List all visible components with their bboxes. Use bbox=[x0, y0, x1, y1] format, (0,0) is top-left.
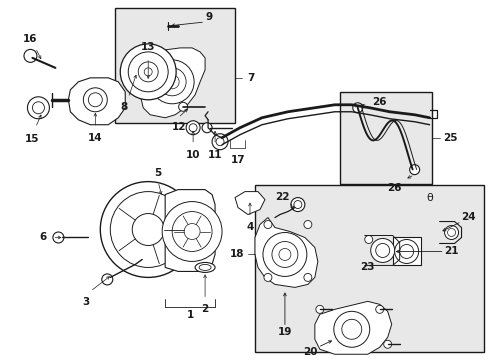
Circle shape bbox=[162, 202, 222, 261]
Text: 26: 26 bbox=[386, 183, 401, 193]
Circle shape bbox=[172, 212, 212, 252]
Text: 18: 18 bbox=[229, 249, 244, 260]
Text: 16: 16 bbox=[23, 34, 38, 44]
Circle shape bbox=[375, 243, 389, 257]
Text: 6: 6 bbox=[39, 233, 46, 243]
Circle shape bbox=[447, 229, 455, 237]
Polygon shape bbox=[68, 78, 125, 125]
Circle shape bbox=[383, 340, 391, 348]
Circle shape bbox=[352, 103, 362, 113]
Text: 19: 19 bbox=[277, 327, 291, 337]
Circle shape bbox=[303, 221, 311, 229]
Ellipse shape bbox=[128, 60, 146, 84]
Circle shape bbox=[293, 201, 301, 208]
Polygon shape bbox=[140, 48, 204, 118]
Circle shape bbox=[264, 274, 271, 282]
Text: 26: 26 bbox=[371, 97, 386, 107]
Text: 10: 10 bbox=[185, 150, 200, 160]
Circle shape bbox=[399, 244, 413, 258]
Circle shape bbox=[212, 134, 227, 150]
Text: 1: 1 bbox=[186, 310, 193, 320]
Circle shape bbox=[341, 319, 361, 339]
Ellipse shape bbox=[199, 265, 211, 270]
Circle shape bbox=[150, 60, 194, 104]
Circle shape bbox=[333, 311, 369, 347]
Text: 25: 25 bbox=[443, 133, 457, 143]
Circle shape bbox=[186, 121, 200, 135]
Circle shape bbox=[271, 242, 297, 267]
Circle shape bbox=[370, 238, 394, 262]
Text: 21: 21 bbox=[444, 247, 458, 256]
Circle shape bbox=[120, 44, 176, 100]
Circle shape bbox=[145, 65, 151, 71]
Text: 7: 7 bbox=[246, 73, 254, 83]
Circle shape bbox=[27, 97, 49, 119]
Circle shape bbox=[102, 274, 113, 285]
Text: 11: 11 bbox=[207, 150, 222, 160]
Circle shape bbox=[315, 305, 323, 313]
Circle shape bbox=[88, 93, 102, 107]
Circle shape bbox=[189, 124, 197, 132]
Text: 24: 24 bbox=[461, 212, 475, 221]
Circle shape bbox=[184, 224, 200, 239]
Polygon shape bbox=[314, 301, 391, 354]
Ellipse shape bbox=[195, 262, 215, 273]
Circle shape bbox=[409, 165, 419, 175]
Bar bbox=[115, 8, 235, 123]
Circle shape bbox=[144, 68, 152, 76]
Circle shape bbox=[202, 123, 212, 133]
Circle shape bbox=[165, 75, 179, 89]
Circle shape bbox=[110, 192, 186, 267]
Text: 14: 14 bbox=[88, 133, 102, 143]
Circle shape bbox=[24, 49, 37, 62]
Text: 9: 9 bbox=[204, 12, 212, 22]
Circle shape bbox=[444, 225, 458, 239]
Circle shape bbox=[364, 235, 372, 243]
Circle shape bbox=[142, 62, 154, 74]
Polygon shape bbox=[165, 190, 215, 271]
Circle shape bbox=[375, 305, 383, 313]
Ellipse shape bbox=[131, 63, 143, 80]
Circle shape bbox=[100, 181, 196, 278]
Text: 12: 12 bbox=[172, 122, 186, 132]
Circle shape bbox=[264, 221, 271, 229]
Text: θ: θ bbox=[426, 193, 432, 203]
Circle shape bbox=[303, 274, 311, 282]
Text: 20: 20 bbox=[303, 347, 317, 357]
Circle shape bbox=[216, 138, 224, 146]
Circle shape bbox=[178, 102, 187, 111]
Bar bbox=[339, 92, 431, 184]
Text: 15: 15 bbox=[25, 134, 40, 144]
Circle shape bbox=[32, 102, 44, 114]
Bar bbox=[392, 238, 420, 265]
Circle shape bbox=[53, 232, 64, 243]
Text: 13: 13 bbox=[141, 42, 155, 52]
Polygon shape bbox=[235, 192, 264, 215]
Text: 5: 5 bbox=[154, 168, 162, 177]
Text: 4: 4 bbox=[246, 221, 253, 231]
Circle shape bbox=[290, 198, 304, 212]
Circle shape bbox=[138, 62, 158, 82]
Text: 3: 3 bbox=[82, 297, 90, 307]
Circle shape bbox=[83, 88, 107, 112]
Text: 17: 17 bbox=[230, 155, 245, 165]
Circle shape bbox=[394, 239, 418, 264]
Text: 22: 22 bbox=[275, 192, 289, 202]
Text: 23: 23 bbox=[360, 262, 374, 273]
Bar bbox=[254, 185, 484, 352]
Circle shape bbox=[132, 213, 164, 246]
Text: 8: 8 bbox=[121, 102, 128, 112]
Circle shape bbox=[128, 52, 168, 92]
Text: 2: 2 bbox=[201, 304, 208, 314]
Circle shape bbox=[158, 68, 186, 96]
Circle shape bbox=[278, 248, 290, 260]
Polygon shape bbox=[254, 217, 317, 287]
Circle shape bbox=[263, 233, 306, 276]
